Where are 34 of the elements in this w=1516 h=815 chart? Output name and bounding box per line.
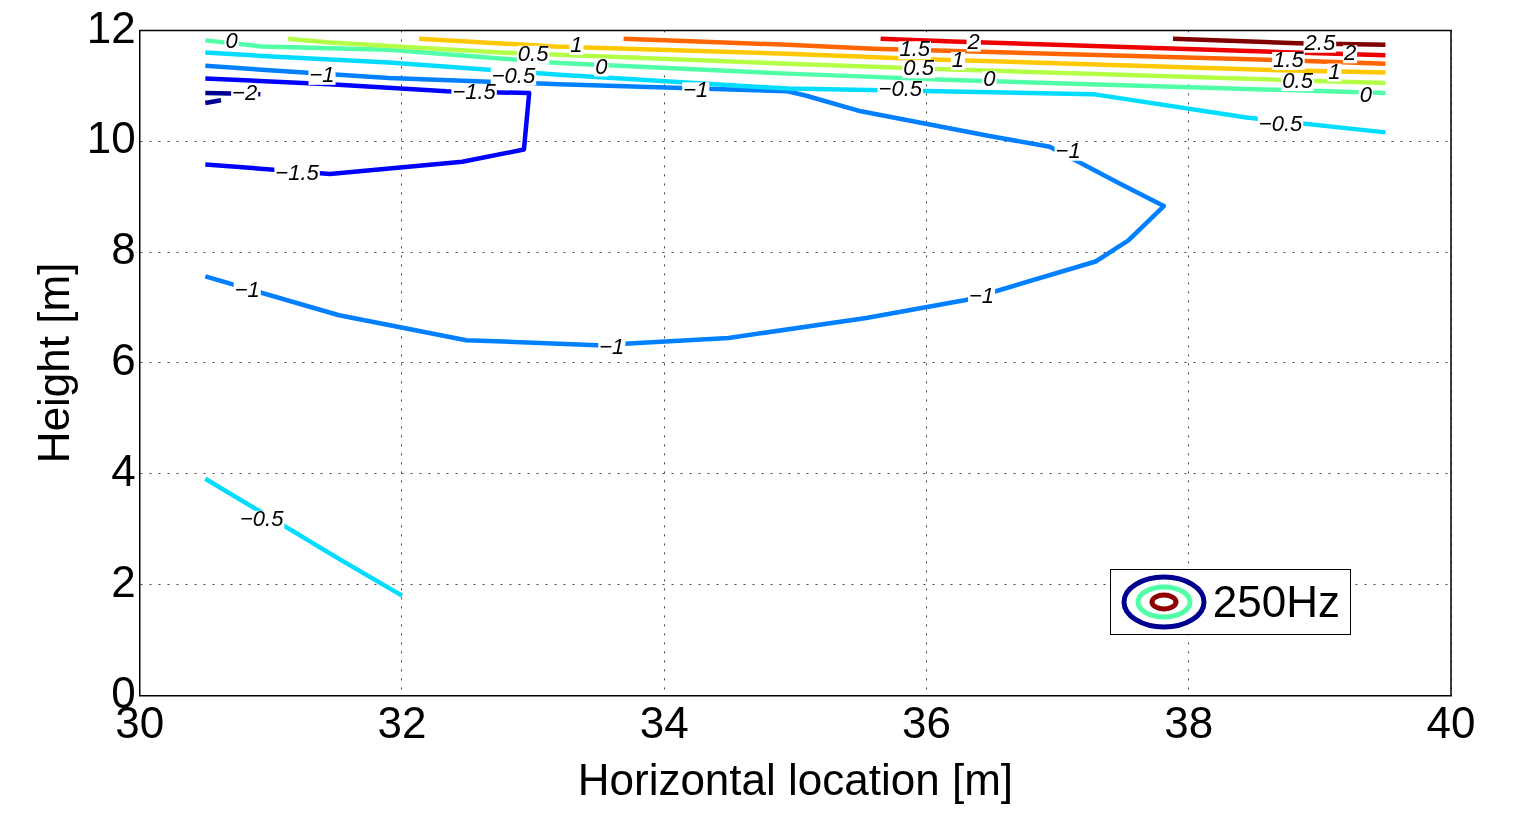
annotation: 2	[1342, 40, 1357, 66]
x-tick-label: 34	[639, 697, 689, 747]
x-tick-label: 32	[377, 697, 427, 747]
y-tick-label: 12	[86, 2, 136, 52]
annotation: −0.5	[239, 505, 285, 531]
x-tick-label: 38	[1164, 697, 1214, 747]
annotation: 2.5	[1303, 29, 1336, 55]
annotation: −1	[1055, 137, 1081, 163]
annotation: −1	[683, 77, 709, 103]
annotation: 0	[983, 66, 997, 92]
annotation: −0.5	[1258, 110, 1304, 136]
y-tick-label: 8	[111, 224, 136, 274]
annotation: −1.5	[275, 160, 320, 186]
x-tick-label: 40	[1426, 697, 1476, 747]
annotation: −1	[234, 276, 260, 302]
annotation: 2	[966, 28, 980, 54]
annotation: 0	[1359, 81, 1373, 107]
y-tick-label: 10	[86, 113, 136, 163]
annotation: 0	[595, 53, 609, 79]
y-tick-label: 2	[111, 556, 136, 606]
annotation: 1	[951, 47, 965, 72]
annotation: −1	[309, 61, 335, 87]
y-tick-label: 6	[111, 335, 136, 385]
x-axis-title: Horizontal location [m]	[577, 754, 1014, 804]
annotation: −1	[969, 282, 995, 308]
annotation: 1	[570, 32, 583, 58]
annotation: 1	[1328, 58, 1341, 84]
annotation: 250Hz	[1212, 577, 1340, 628]
annotation: 0	[225, 27, 239, 53]
y-tick-label: 4	[111, 445, 136, 495]
annotation: −1	[599, 333, 625, 359]
x-tick-label: 36	[902, 697, 951, 747]
annotation: −2	[232, 79, 258, 105]
y-axis-title: Height [m]	[28, 262, 78, 464]
